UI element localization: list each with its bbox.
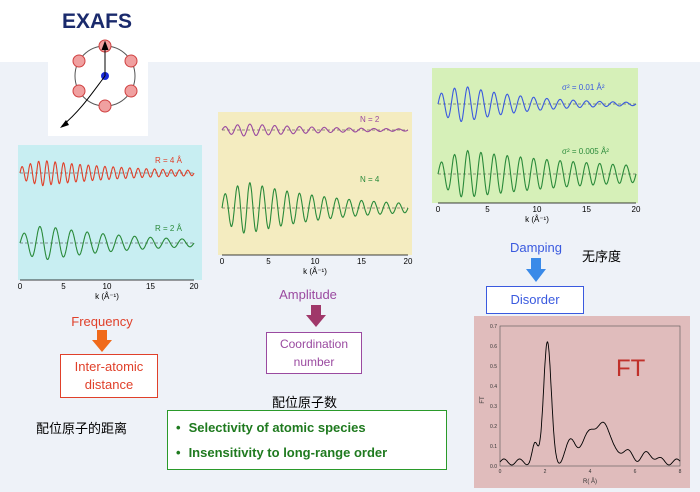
x-tick-label: 15 (357, 257, 366, 266)
neighbor-atom (72, 54, 86, 68)
y-axis-label: FT (480, 396, 486, 404)
x-tick-label: 0 (220, 257, 225, 266)
y-tick-label: 0.7 (490, 324, 497, 330)
feature-item: • Selectivity of atomic species (176, 420, 366, 435)
x-tick-label: 20 (632, 205, 641, 214)
result-line: number (293, 355, 335, 369)
x-tick-label: 20 (190, 282, 199, 291)
photoelectron-path (61, 75, 106, 127)
x-tick-label: 5 (266, 257, 271, 266)
y-tick-label: 0.3 (490, 404, 497, 410)
wave-line (19, 160, 195, 187)
arrow-down-icon (526, 258, 546, 282)
x-tick-label: 10 (103, 282, 112, 291)
wave-line (437, 149, 637, 198)
inter-atomic-distance-box: Inter-atomic distance (60, 354, 158, 398)
x-tick-label: 20 (404, 257, 413, 266)
chart-background (474, 316, 690, 488)
y-tick-label: 0.0 (490, 464, 497, 470)
chart-background (218, 112, 412, 255)
x-tick-label: 6 (634, 469, 637, 475)
atom-cluster-diagram (60, 39, 138, 128)
x-axis-label: k (Å⁻¹) (525, 215, 549, 224)
curve-label: σ² = 0.01 Å² (562, 83, 605, 92)
page-title: EXAFS (62, 10, 133, 33)
bullet-icon: • (176, 445, 181, 460)
curve-label: R = 2 Å (155, 224, 183, 233)
feature-item: • Insensitivity to long-range order (176, 445, 387, 460)
curve-label: N = 4 (360, 175, 380, 184)
result-line: Coordination (279, 337, 349, 351)
x-tick-label: 2 (544, 469, 547, 475)
neighbor-atom (124, 54, 138, 68)
x-tick-label: 8 (679, 469, 682, 475)
arrow-down-icon (306, 305, 326, 327)
damping-caption: Damping (509, 240, 563, 255)
ft-chart: FT 0.0 0.1 0.2 0.3 0.4 0.5 0.6 0.7 0 2 4… (474, 316, 690, 488)
x-tick-label: 4 (589, 469, 592, 475)
y-tick-label: 0.6 (490, 344, 497, 350)
x-tick-label: 15 (146, 282, 155, 291)
wave-line (221, 181, 409, 234)
features-box: • Selectivity of atomic species • Insensit… (167, 410, 447, 470)
frequency-chart: R = 4 Å R = 2 Å 0 5 10 15 20 k (Å⁻¹) (18, 145, 202, 301)
x-axis-label: R( Å) (583, 478, 597, 485)
x-tick-label: 0 (499, 469, 502, 475)
x-tick-label: 5 (485, 205, 490, 214)
header-panel (48, 6, 148, 136)
arrow-head-icon (60, 120, 69, 128)
disorder-cn-label: 无序度 (582, 250, 622, 265)
y-tick-label: 0.1 (490, 444, 497, 450)
amplitude-caption: Amplitude (279, 287, 337, 302)
neighbor-atom (124, 84, 138, 98)
plot-frame (499, 325, 681, 467)
neighbor-atom (98, 99, 112, 113)
damping-chart: σ² = 0.01 Å² σ² = 0.005 Å² 0 5 10 15 20 … (432, 68, 641, 224)
x-tick-label: 0 (436, 205, 441, 214)
coordination-number-box: Coordination number (266, 332, 362, 374)
arrow-down-icon (92, 330, 112, 352)
wave-line (437, 86, 637, 122)
x-tick-label: 10 (311, 257, 320, 266)
arrow-head-icon (101, 40, 109, 51)
feature-text: Selectivity of atomic species (188, 420, 366, 435)
ft-curve (499, 341, 681, 466)
curve-label: R = 4 Å (155, 156, 183, 165)
curve-label: N = 2 (360, 115, 380, 124)
distance-cn-label: 配位原子的距离 (36, 422, 128, 437)
y-tick-label: 0.2 (490, 424, 497, 430)
frequency-caption: Frequency (71, 314, 133, 329)
x-tick-label: 15 (582, 205, 591, 214)
y-tick-label: 0.4 (490, 384, 497, 390)
feature-text: Insensitivity to long-range order (188, 445, 388, 460)
x-tick-label: 5 (61, 282, 66, 291)
neighbor-atom (72, 84, 86, 98)
result-line: distance (84, 377, 134, 392)
ft-title: FT (616, 355, 646, 382)
amplitude-chart: N = 2 N = 4 0 5 10 15 20 k (Å⁻¹) (218, 112, 413, 276)
x-axis-label: k (Å⁻¹) (95, 292, 119, 301)
x-axis-label: k (Å⁻¹) (303, 267, 327, 276)
curve-label: σ² = 0.005 Å² (562, 147, 609, 156)
bullet-icon: • (176, 420, 181, 435)
x-tick-label: 0 (18, 282, 23, 291)
y-tick-label: 0.5 (490, 364, 497, 370)
wave-line (221, 123, 409, 137)
wave-line (19, 225, 195, 261)
x-tick-label: 10 (533, 205, 542, 214)
coordination-cn-label: 配位原子数 (272, 396, 338, 411)
result-line: Inter-atomic (74, 359, 144, 374)
disorder-box: Disorder (486, 286, 584, 314)
